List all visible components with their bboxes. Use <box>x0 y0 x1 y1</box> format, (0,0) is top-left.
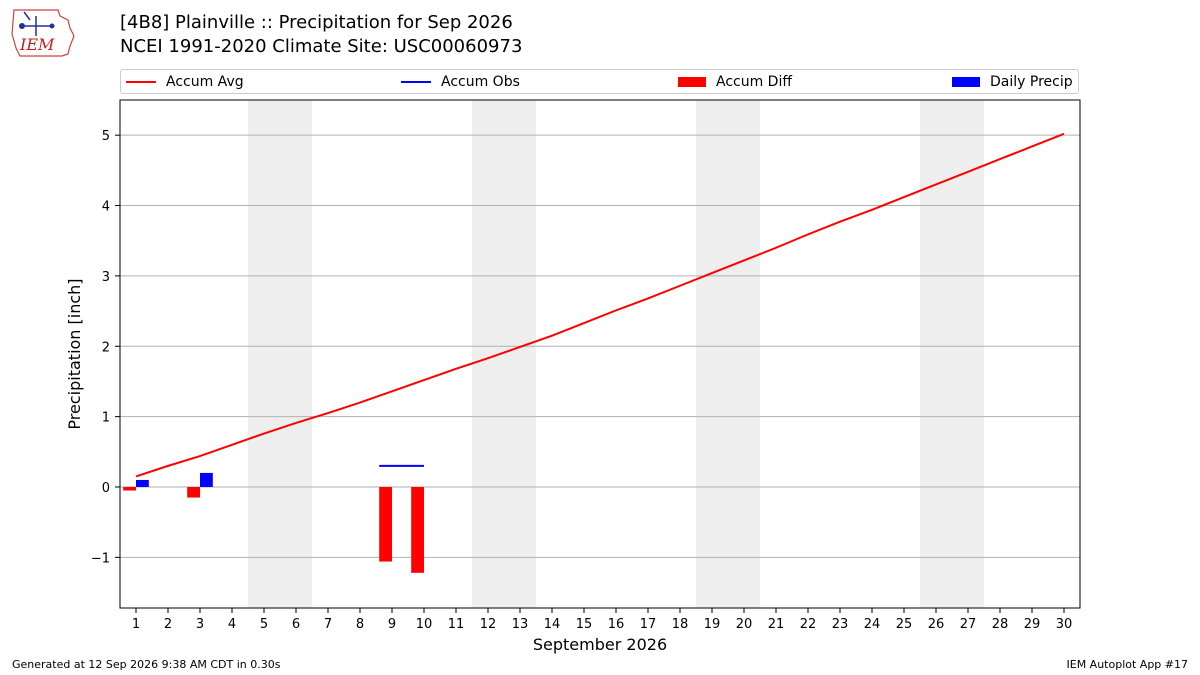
legend: Accum Avg Accum Obs Accum Diff Daily Pre… <box>120 69 1079 94</box>
legend-label-accum-obs: Accum Obs <box>441 74 520 90</box>
y-tick-label: 3 <box>102 270 110 285</box>
chart-subtitle: NCEI 1991-2020 Climate Site: USC00060973 <box>120 36 523 57</box>
x-tick-label: 28 <box>992 617 1009 632</box>
x-tick-label: 13 <box>512 617 529 632</box>
x-tick-label: 30 <box>1056 617 1073 632</box>
x-tick-label: 24 <box>864 617 881 632</box>
legend-swatch-accum-obs <box>401 81 431 83</box>
x-tick-label: 5 <box>260 617 268 632</box>
x-tick-label: 6 <box>292 617 300 632</box>
weekend-band-3 <box>696 100 760 608</box>
weekend-band-4 <box>920 100 984 608</box>
y-tick-label: 2 <box>102 340 110 355</box>
weekend-shading <box>248 100 984 608</box>
legend-swatch-accum-diff <box>678 77 706 87</box>
x-tick-label: 17 <box>640 617 657 632</box>
legend-item-accum-diff: Accum Diff <box>678 74 792 90</box>
daily-precip-bar <box>200 472 213 487</box>
x-tick-label: 19 <box>704 617 721 632</box>
accum-diff-bar <box>123 486 136 491</box>
accum-diff-bar <box>411 486 424 573</box>
x-tick-label: 9 <box>388 617 396 632</box>
logo-text: IEM <box>19 35 55 54</box>
x-tick-label: 14 <box>544 617 561 632</box>
x-tick-label: 29 <box>1024 617 1041 632</box>
x-tick-label: 23 <box>832 617 849 632</box>
legend-item-daily-precip: Daily Precip <box>952 74 1073 90</box>
y-tick-label: 0 <box>102 481 110 496</box>
x-tick-label: 18 <box>672 617 689 632</box>
bars <box>123 472 424 573</box>
x-tick-label: 27 <box>960 617 977 632</box>
legend-swatch-daily-precip <box>952 77 980 87</box>
iem-logo: IEM <box>11 9 75 57</box>
x-tick-label: 12 <box>480 617 497 632</box>
y-axis-label: Precipitation [inch] <box>65 278 84 429</box>
plot-frame <box>119 99 1081 609</box>
x-tick-label: 16 <box>608 617 625 632</box>
legend-item-accum-obs: Accum Obs <box>401 74 520 90</box>
y-tick-label: 5 <box>102 129 110 144</box>
x-tick-label: 8 <box>356 617 364 632</box>
y-tick-label: 1 <box>102 411 110 426</box>
x-tick-label: 3 <box>196 617 204 632</box>
x-tick-label: 1 <box>132 617 140 632</box>
x-tick-label: 2 <box>164 617 172 632</box>
weekend-band-1 <box>248 100 312 608</box>
x-tick-label: 10 <box>416 617 433 632</box>
legend-item-accum-avg: Accum Avg <box>126 74 244 90</box>
weekend-band-2 <box>472 100 536 608</box>
x-tick-label: 11 <box>448 617 465 632</box>
chart-title: [4B8] Plainville :: Precipitation for Se… <box>120 12 513 33</box>
x-tick-label: 15 <box>576 617 593 632</box>
accum-diff-bar <box>187 486 200 498</box>
x-tick-label: 26 <box>928 617 945 632</box>
footer-app: IEM Autoplot App #17 <box>1066 658 1189 671</box>
x-axis-label: September 2026 <box>533 635 667 654</box>
legend-label-accum-avg: Accum Avg <box>166 74 244 90</box>
x-tick-label: 25 <box>896 617 913 632</box>
accum-diff-bar <box>379 486 392 562</box>
footer-generated: Generated at 12 Sep 2026 9:38 AM CDT in … <box>12 658 281 671</box>
y-tick-label: −1 <box>91 551 110 566</box>
x-tick-label: 4 <box>228 617 236 632</box>
x-tick-label: 21 <box>768 617 785 632</box>
x-tick-label: 22 <box>800 617 817 632</box>
lines <box>135 132 1065 478</box>
y-tick-label: 4 <box>102 200 110 215</box>
grid-lines <box>120 134 1080 558</box>
legend-label-daily-precip: Daily Precip <box>990 74 1073 90</box>
legend-label-accum-diff: Accum Diff <box>716 74 793 90</box>
legend-swatch-accum-avg <box>126 81 156 83</box>
x-tick-label: 20 <box>736 617 753 632</box>
x-tick-label: 7 <box>324 617 332 632</box>
daily-precip-bar <box>136 479 149 487</box>
accum-avg-line <box>135 132 1065 478</box>
